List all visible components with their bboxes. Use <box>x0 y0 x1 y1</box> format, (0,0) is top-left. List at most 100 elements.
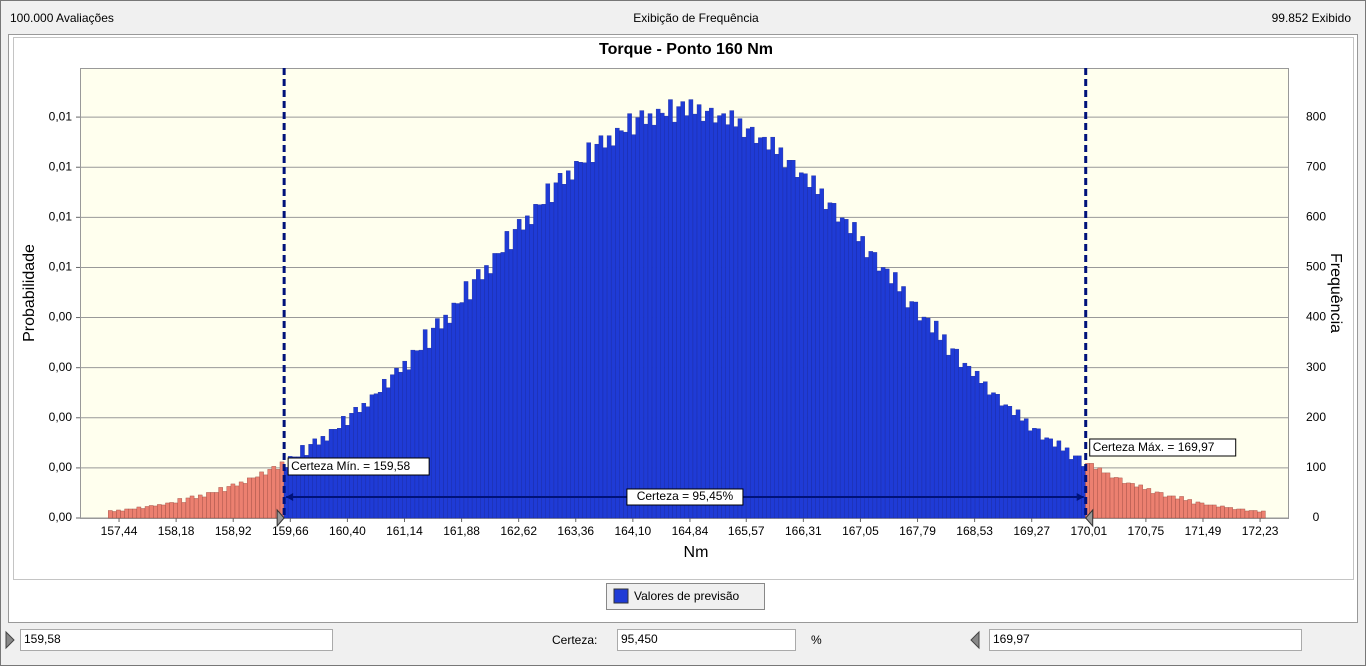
bar <box>938 339 943 519</box>
bar <box>136 506 142 519</box>
bar <box>443 314 448 519</box>
bar <box>803 173 808 519</box>
bar <box>713 122 718 519</box>
certainty-value: Certeza = 95,45% <box>637 489 734 503</box>
x-tick-label: 161,88 <box>443 524 480 538</box>
bar <box>909 301 914 519</box>
bar <box>946 354 951 519</box>
bar <box>144 506 150 519</box>
bar <box>811 175 816 519</box>
bar <box>942 334 947 519</box>
certainty-box <box>626 488 744 506</box>
bar <box>1207 504 1213 519</box>
certainty-input[interactable] <box>617 629 796 651</box>
legend-swatch <box>613 588 629 604</box>
bar <box>905 307 910 519</box>
y-tick-label: 0,00 <box>49 410 73 424</box>
bar <box>259 471 264 519</box>
bar <box>169 502 174 519</box>
bar <box>1199 502 1205 519</box>
bar <box>161 504 166 519</box>
bar <box>856 241 861 519</box>
bar <box>594 143 600 519</box>
x-tick-label: 170,75 <box>1128 524 1165 538</box>
bar <box>541 204 546 519</box>
bar <box>880 267 886 519</box>
x-tick-label: 165,57 <box>728 524 765 538</box>
bar <box>484 265 489 519</box>
bar <box>688 99 694 519</box>
bar <box>823 209 829 519</box>
bar <box>1183 500 1188 519</box>
bar <box>631 134 636 519</box>
bar <box>974 370 980 519</box>
bar <box>1117 477 1123 519</box>
min-input-value: 159,58 <box>24 632 61 646</box>
bar <box>831 203 837 519</box>
legend-label: Valores de previsão <box>634 589 739 603</box>
bar <box>476 269 481 519</box>
bar <box>242 483 248 519</box>
bar <box>455 303 461 519</box>
bar <box>402 360 407 519</box>
bar <box>132 508 138 519</box>
bar <box>917 320 923 519</box>
bar <box>848 233 853 519</box>
bar <box>1105 472 1111 519</box>
certainty-grabber[interactable] <box>276 508 285 528</box>
bar <box>414 350 420 519</box>
bar <box>1146 488 1152 519</box>
bar <box>1244 510 1250 519</box>
bar <box>1162 496 1168 519</box>
bar <box>500 252 506 519</box>
bar <box>108 510 113 519</box>
bar <box>774 153 780 519</box>
view-mode[interactable]: Exibição de Frequência <box>633 11 759 25</box>
bar <box>533 204 538 519</box>
bar <box>999 405 1004 519</box>
y2-tick-label: 200 <box>1306 410 1326 424</box>
bar <box>733 126 739 519</box>
bar <box>1060 450 1066 519</box>
x-tick-label: 171,49 <box>1185 524 1222 538</box>
y2-tick-label: 400 <box>1306 310 1326 324</box>
bar <box>1028 430 1033 519</box>
x-tick-label: 167,79 <box>899 524 936 538</box>
bar <box>369 394 375 519</box>
bar <box>1052 446 1058 519</box>
x-tick-label: 158,18 <box>158 524 195 538</box>
bar <box>1040 439 1045 519</box>
bar <box>557 173 563 519</box>
certainty-grabber[interactable] <box>1085 508 1094 528</box>
bar <box>1191 503 1197 519</box>
bar <box>553 182 559 519</box>
bar <box>864 257 869 519</box>
bar <box>872 252 878 519</box>
bar <box>1015 409 1021 519</box>
bar <box>876 270 882 519</box>
y-axis-title: Probabilidade <box>21 244 38 342</box>
bar <box>619 130 624 519</box>
y2-tick-label: 300 <box>1306 360 1326 374</box>
max-input[interactable] <box>989 629 1302 651</box>
x-tick-label: 167,05 <box>842 524 879 538</box>
bar <box>406 369 412 519</box>
bar <box>639 110 645 519</box>
bar <box>1261 510 1266 519</box>
bar <box>451 302 456 519</box>
bar <box>929 332 935 519</box>
x-tick-label: 157,44 <box>101 524 138 538</box>
bar <box>1003 404 1008 519</box>
min-input[interactable] <box>20 629 333 651</box>
bar <box>1019 420 1025 519</box>
y2-axis-title: Frequência <box>1327 253 1344 333</box>
bar <box>647 113 653 519</box>
bar <box>668 99 673 519</box>
y-tick-label: 0,01 <box>49 209 73 223</box>
bar <box>766 149 771 519</box>
legend[interactable] <box>606 583 765 610</box>
bar <box>758 137 763 519</box>
bar <box>1056 440 1062 519</box>
max-arrow <box>970 630 980 650</box>
bar <box>913 301 919 519</box>
